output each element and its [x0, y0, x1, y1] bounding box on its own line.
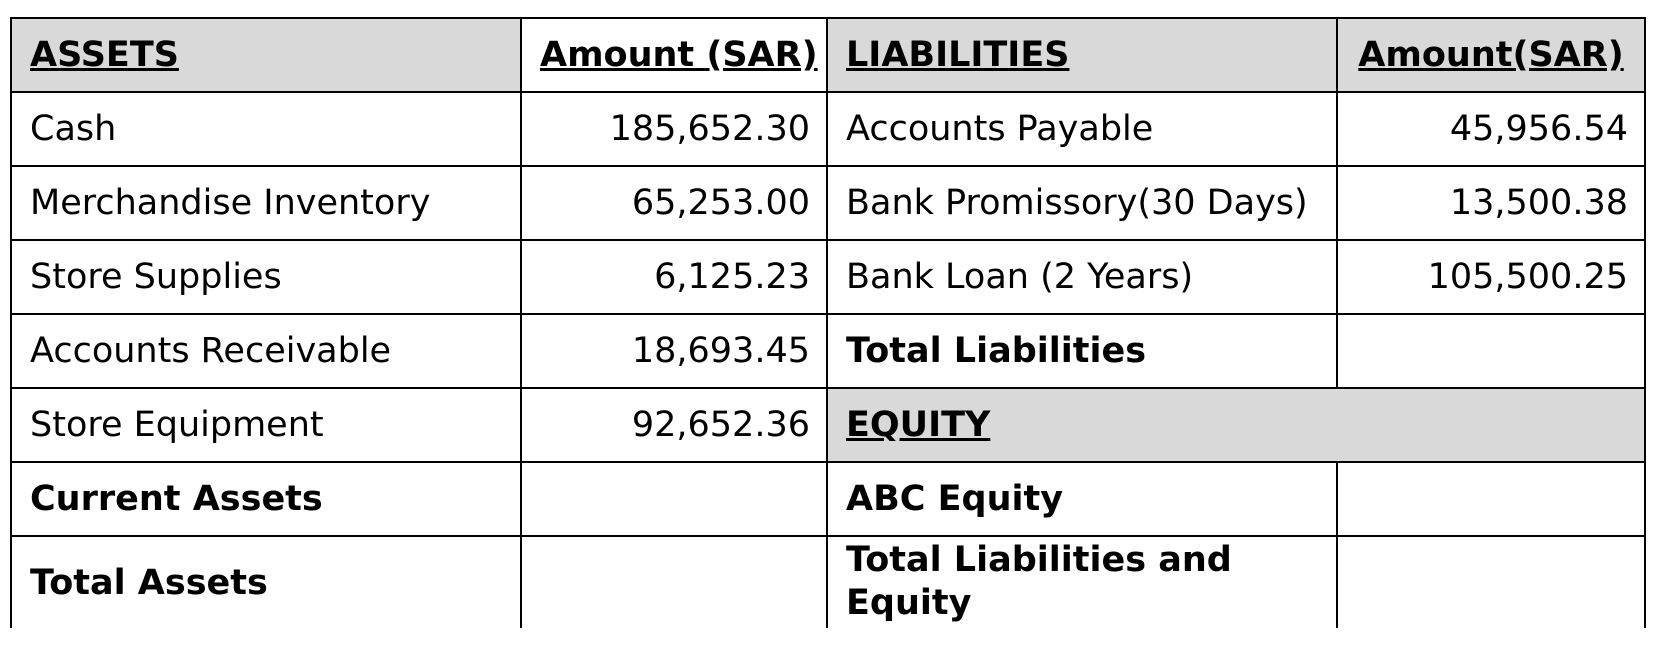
abc-equity-amount: [1336, 461, 1646, 537]
total-liabilities-label: Total Liabilities: [826, 313, 1338, 389]
balance-sheet-table: ASSETS Amount (SAR) LIABILITIES Amount(S…: [10, 17, 1646, 628]
equity-header: EQUITY: [826, 387, 1646, 463]
table-row: Store Equipment 92,652.36 EQUITY: [10, 387, 1646, 463]
total-liabilities-amount: [1336, 313, 1646, 389]
total-assets-amount: [520, 535, 828, 628]
liability-amount: 45,956.54: [1336, 91, 1646, 167]
assets-header: ASSETS: [10, 17, 522, 93]
abc-equity-label: ABC Equity: [826, 461, 1338, 537]
liabilities-header: LIABILITIES: [826, 17, 1338, 93]
asset-amount: 65,253.00: [520, 165, 828, 241]
liability-label: Bank Loan (2 Years): [826, 239, 1338, 315]
asset-label: Store Equipment: [10, 387, 522, 463]
liability-amount: 105,500.25: [1336, 239, 1646, 315]
header-row: ASSETS Amount (SAR) LIABILITIES Amount(S…: [10, 17, 1646, 93]
table-row: Accounts Receivable 18,693.45 Total Liab…: [10, 313, 1646, 389]
total-liabilities-equity-label: Total Liabilities and Equity: [826, 535, 1338, 628]
liability-label: Accounts Payable: [826, 91, 1338, 167]
current-assets-amount: [520, 461, 828, 537]
balance-sheet: ASSETS Amount (SAR) LIABILITIES Amount(S…: [10, 17, 1646, 628]
table-row: Current Assets ABC Equity: [10, 461, 1646, 537]
table-row: Total Assets Total Liabilities and Equit…: [10, 535, 1646, 628]
asset-amount: 92,652.36: [520, 387, 828, 463]
liability-amount: 13,500.38: [1336, 165, 1646, 241]
assets-amount-header: Amount (SAR): [520, 17, 828, 93]
asset-amount: 185,652.30: [520, 91, 828, 167]
liabilities-amount-header: Amount(SAR): [1336, 17, 1646, 93]
asset-label: Store Supplies: [10, 239, 522, 315]
current-assets-label: Current Assets: [10, 461, 522, 537]
asset-label: Merchandise Inventory: [10, 165, 522, 241]
total-assets-label: Total Assets: [10, 535, 522, 628]
asset-label: Accounts Receivable: [10, 313, 522, 389]
asset-label: Cash: [10, 91, 522, 167]
table-row: Cash 185,652.30 Accounts Payable 45,956.…: [10, 91, 1646, 167]
asset-amount: 6,125.23: [520, 239, 828, 315]
liability-label: Bank Promissory(30 Days): [826, 165, 1338, 241]
total-liabilities-equity-amount: [1336, 535, 1646, 628]
table-row: Store Supplies 6,125.23 Bank Loan (2 Yea…: [10, 239, 1646, 315]
table-row: Merchandise Inventory 65,253.00 Bank Pro…: [10, 165, 1646, 241]
asset-amount: 18,693.45: [520, 313, 828, 389]
